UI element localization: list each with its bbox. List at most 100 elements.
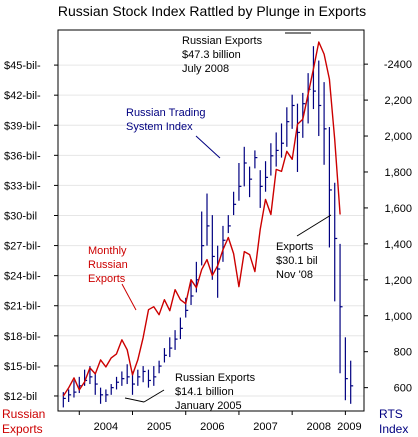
rts-bar-44: [296, 103, 300, 172]
left-tick-label-10: $42-bil-: [4, 90, 41, 102]
right-tick-label-6: 1,800: [384, 167, 412, 179]
annotation-jan-line-3: January 2005: [175, 400, 242, 412]
annotation-nov-line-1: Exports: [276, 241, 314, 253]
rts-bar-30: [222, 225, 226, 262]
x-axis: 2004 2005 2006 2007 2008 2009: [78, 411, 362, 433]
right-axis: 600 800 1,000 1,200 1,400 1,600 1,800 2,000 2,20…: [364, 59, 412, 395]
left-tick-label-6: $30-bil: [4, 210, 37, 222]
annotation-peak-line-2: $47.3 billion: [182, 49, 241, 61]
leader-jan: [143, 389, 165, 403]
rts-bar-51: [334, 182, 338, 302]
annotation-peak-line-3: July 2008: [182, 63, 229, 75]
rts-bar-26: [201, 211, 205, 266]
annotation-nov-line-2: $30.1 bil: [276, 255, 318, 267]
rts-bar-53: [344, 337, 348, 401]
rts-bar-17: [153, 366, 157, 386]
rts-bar-14: [137, 369, 141, 386]
annotation-peak-line-1: Russian Exports: [182, 35, 263, 47]
left-tick-label-7: $33-bil-: [4, 180, 41, 192]
rts-bar-16: [147, 369, 151, 388]
rts-bar-31: [227, 215, 231, 234]
plot-area: [57, 29, 365, 412]
left-tick-label-1: $15-bil-: [4, 361, 41, 373]
right-tick-label-0: 600: [394, 383, 412, 395]
rts-bar-3: [78, 376, 82, 394]
x-tick-label-5: 2009: [337, 421, 361, 433]
rts-bar-48: [318, 60, 322, 137]
annotation-peak: Russian Exports $47.3 billion July 2008: [182, 35, 263, 75]
left-axis-title-line-2: Exports: [2, 422, 43, 436]
right-tick-label-9: -2400: [384, 59, 412, 71]
grid: [58, 64, 364, 397]
rts-bar-33: [238, 162, 242, 201]
x-tick-label-4: 2008: [307, 421, 331, 433]
annotation-monthly: Monthly Russian Exports: [88, 245, 128, 285]
annotation-nov-line-3: Nov '08: [276, 269, 313, 281]
rts-bar-2: [73, 380, 77, 398]
left-axis-title-line-1: Russian: [2, 407, 45, 421]
left-tick-label-9: $39-bil-: [4, 120, 41, 132]
left-tick-label-11: $45-bil-: [4, 60, 41, 72]
leader-jan-2: [124, 397, 145, 403]
left-tick-label-0: $12-bil: [4, 391, 37, 403]
left-tick-label-2: $18-bil-: [4, 331, 41, 343]
annotation-rts-line-2: System Index: [126, 121, 193, 133]
annotation-rts-line-1: Russian Trading: [126, 107, 206, 119]
annotation-jan-line-2: $14.1 billion: [175, 386, 234, 398]
x-tick-label-0: 2004: [94, 421, 118, 433]
rts-bar-1: [68, 389, 72, 403]
rts-bar-36: [254, 150, 258, 169]
annotation-jan-line-1: Russian Exports: [175, 372, 256, 384]
left-tick-label-5: $27-bil-: [4, 241, 41, 253]
rts-bar-39: [270, 143, 274, 176]
right-tick-label-8: 2,200: [384, 95, 412, 107]
annotation-monthly-line-2: Russian: [88, 259, 128, 271]
rts-bar-49: [323, 82, 327, 165]
x-tick-label-2: 2006: [200, 421, 224, 433]
annotation-rts: Russian Trading System Index: [126, 107, 206, 133]
rts-bar-50: [328, 127, 332, 248]
rts-bar-54: [350, 360, 354, 404]
x-tick-label-3: 2007: [253, 421, 277, 433]
rts-bar-21: [174, 330, 178, 350]
right-tick-label-1: 800: [394, 347, 412, 359]
x-tick-label-1: 2005: [147, 421, 171, 433]
left-tick-label-8: $36-bil-: [4, 150, 41, 162]
annotation-jan: Russian Exports $14.1 billion January 20…: [175, 372, 256, 412]
exports-line: [62, 41, 341, 397]
rts-bar-18: [158, 360, 162, 374]
rts-bar-42: [286, 107, 290, 147]
right-tick-label-7: 2,000: [384, 131, 412, 143]
rts-bar-9: [110, 384, 114, 395]
right-tick-label-3: 1,200: [384, 275, 412, 287]
rts-bar-29: [217, 245, 221, 298]
right-axis-title-line-1: RTS: [379, 407, 403, 421]
rts-bar-6: [94, 373, 98, 395]
rts-bar-15: [142, 366, 146, 383]
rts-bar-11: [121, 371, 125, 386]
rts-bar-10: [115, 376, 120, 390]
rts-bar-45: [302, 92, 306, 138]
leader-nov: [296, 214, 332, 237]
rts-bar-52: [339, 243, 343, 374]
rts-bar-47: [312, 46, 316, 110]
right-tick-label-5: 1,600: [384, 203, 412, 215]
rts-bar-35: [248, 166, 253, 198]
right-tick-label-2: 1,000: [384, 311, 412, 323]
right-axis-title-line-2: Index: [379, 422, 408, 436]
rts-bar-7: [99, 387, 104, 404]
rts-bar-12: [126, 364, 130, 385]
annotation-monthly-line-1: Monthly: [88, 245, 127, 257]
rts-bar-37: [259, 170, 263, 208]
leader-monthly: [121, 283, 137, 311]
rts-bar-27: [206, 193, 210, 246]
rts-bar-41: [280, 123, 285, 158]
left-axis-title: Russian Exports: [2, 407, 45, 436]
rts-bar-28: [211, 215, 215, 280]
left-tick-label-3: $21-bil-: [4, 301, 41, 313]
rts-bar-34: [243, 146, 247, 187]
rts-index-series: [62, 46, 354, 408]
left-axis: $12-bil $15-bil- $18-bil- $21-bil- $24-bil- $…: [4, 60, 58, 403]
leader-rts: [195, 135, 221, 159]
